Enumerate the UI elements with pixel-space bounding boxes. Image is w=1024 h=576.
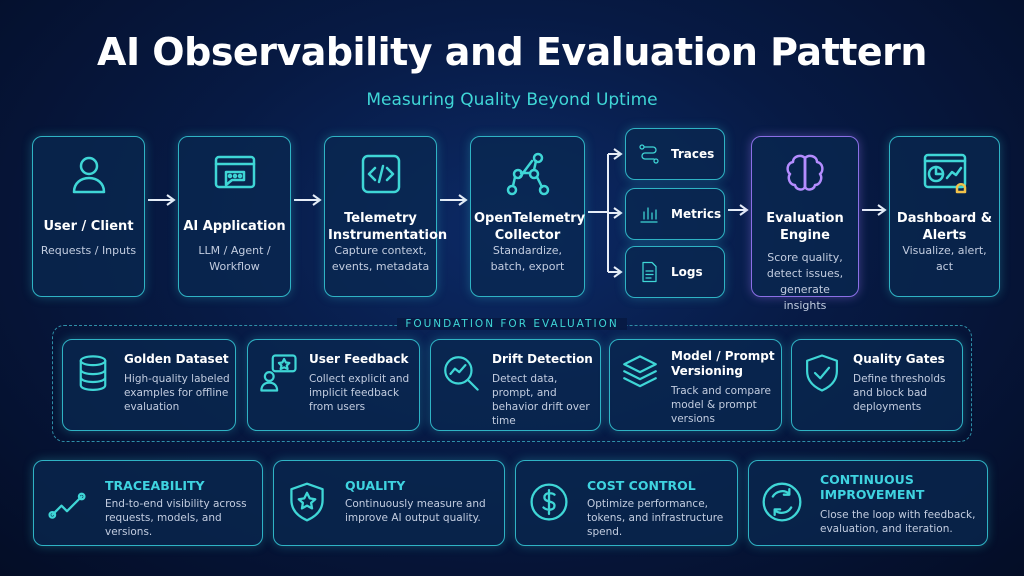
card-title: Telemetry Instrumentation: [328, 211, 448, 243]
foundation-card: [62, 339, 236, 431]
icon: [79, 355, 107, 391]
icon: [530, 483, 568, 521]
card-title: Drift Detection: [492, 352, 593, 366]
card-title: User / Client: [43, 219, 134, 234]
icon: [48, 492, 86, 519]
icon: [923, 153, 966, 194]
benefit-card: [33, 460, 263, 546]
card-title: Model / Prompt Versioning: [671, 349, 775, 378]
benefit-desc: Continuously measure and improve AI outp…: [345, 498, 486, 524]
card-title: Golden Dataset: [124, 352, 229, 366]
card-desc: High-quality labeled examples for offlin…: [124, 373, 230, 413]
icon: [72, 156, 105, 194]
benefit-title: CONTINUOUS IMPROVEMENT: [820, 472, 925, 502]
benefit-desc: End-to-end visibility across requests, m…: [105, 498, 247, 538]
icon: [444, 356, 479, 391]
benefit-title: QUALITY: [345, 478, 406, 493]
card-title: AI Application: [183, 219, 286, 234]
icon: [762, 482, 802, 522]
card-desc: LLM / Agent / Workflow: [198, 244, 271, 273]
benefit-desc: Optimize performance, tokens, and infras…: [587, 498, 724, 538]
card-desc: Score quality, detect issues, generate i…: [766, 251, 844, 312]
icon: [806, 354, 838, 392]
icon: [361, 154, 400, 194]
page-title: AI Observability and Evaluation Pattern: [97, 30, 927, 74]
card-desc: Requests / Inputs: [40, 244, 137, 257]
icon: [639, 144, 659, 164]
signal-title: Logs: [671, 265, 703, 279]
signal-title: Traces: [671, 147, 715, 161]
foundation-card: [430, 339, 601, 431]
benefit-title: TRACEABILITY: [105, 478, 205, 493]
icon: [642, 261, 657, 283]
pipeline-card: [32, 136, 145, 297]
icon: [623, 355, 657, 388]
benefit-desc: Close the loop with feedback, evaluation…: [820, 509, 976, 535]
pipeline-card: [470, 136, 585, 297]
signal-title: Metrics: [671, 207, 722, 221]
icon: [640, 207, 658, 223]
card-title: User Feedback: [309, 352, 409, 366]
card-desc: Track and compare model & prompt version…: [671, 385, 771, 425]
card-desc: Detect data, prompt, and behavior drift …: [492, 373, 590, 427]
pipeline-card: [889, 136, 1000, 297]
card-desc: Collect explicit and implicit feedback f…: [309, 373, 410, 413]
card-title: Quality Gates: [853, 352, 945, 366]
card-title: Evaluation Engine: [766, 211, 844, 243]
icon: [290, 482, 324, 522]
benefit-title: COST CONTROL: [587, 478, 696, 493]
signal-card: [625, 188, 725, 240]
signal-card: [625, 128, 725, 180]
foundation-card: [791, 339, 963, 431]
card-desc: Define thresholds and block bad deployme…: [853, 373, 946, 413]
benefit-card: [748, 460, 988, 546]
section-label: FOUNDATION FOR EVALUATION: [397, 318, 627, 330]
icon: [260, 354, 297, 392]
icon: [786, 154, 824, 191]
page-subtitle: Measuring Quality Beyond Uptime: [366, 90, 658, 110]
card-desc: Capture context, events, metadata: [331, 244, 430, 273]
card-desc: Standardize, batch, export: [490, 244, 565, 273]
signal-card: [625, 246, 725, 298]
pipeline-card: [324, 136, 437, 297]
foundation-label: FOUNDATION FOR EVALUATION: [0, 318, 1024, 330]
card-title: Dashboard & Alerts: [896, 211, 993, 243]
icon: [506, 152, 549, 196]
card-title: OpenTelemetry Collector: [474, 211, 586, 243]
card-desc: Visualize, alert, act: [902, 244, 987, 273]
icon: [214, 155, 255, 189]
